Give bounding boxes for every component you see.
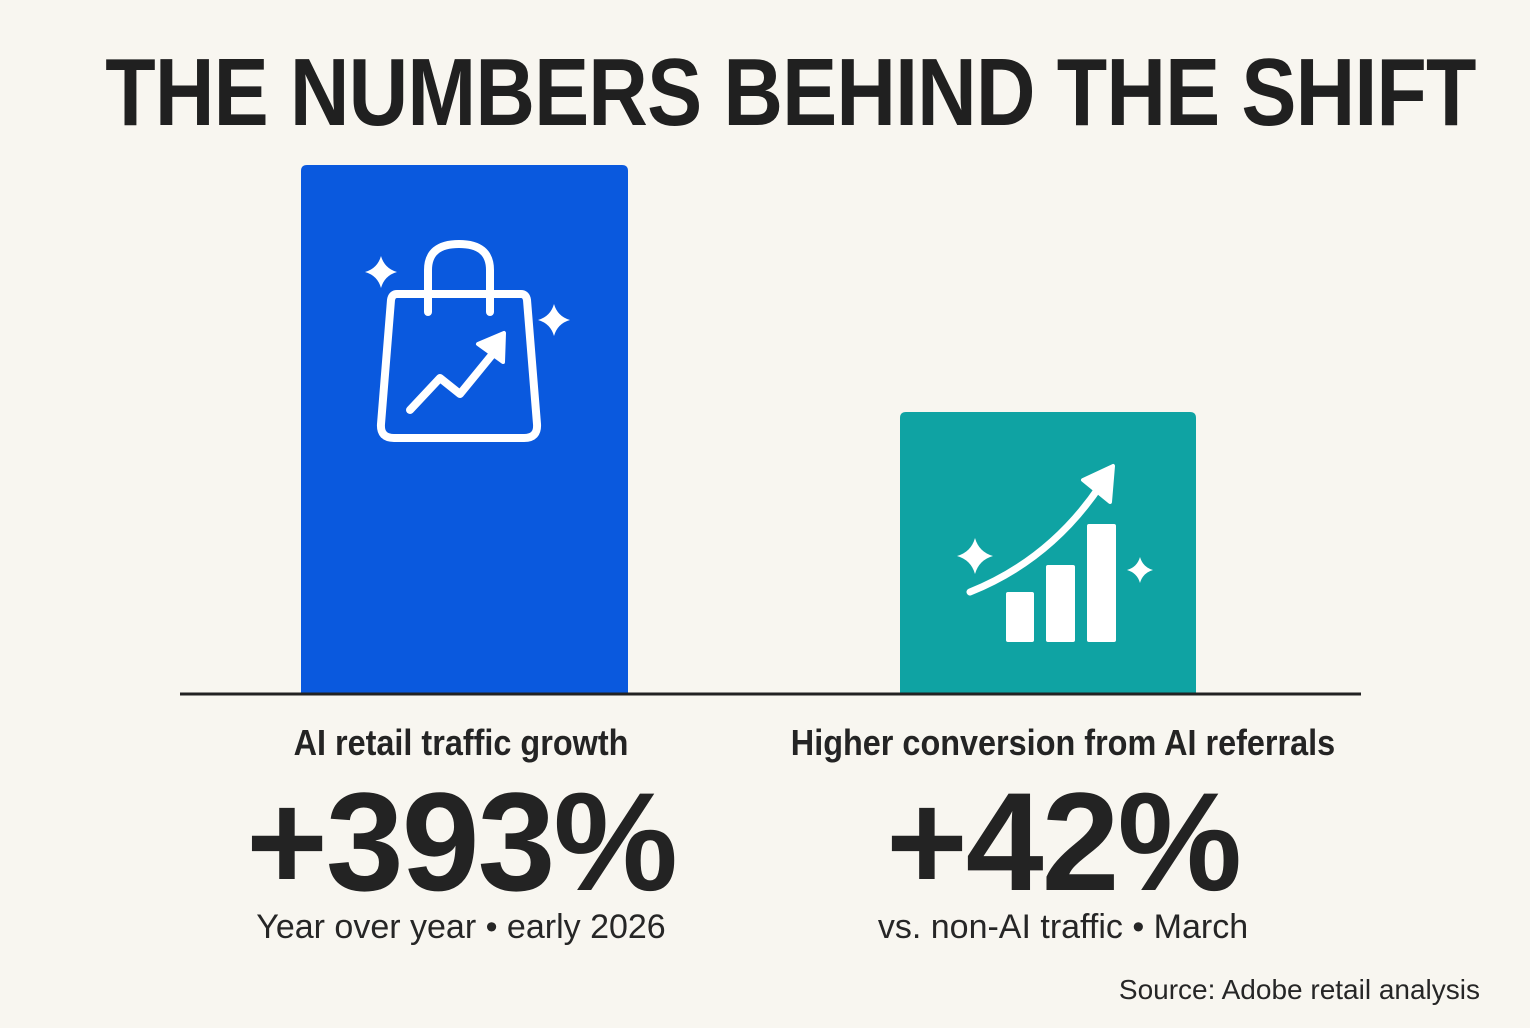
value-label-traffic-growth: +393% — [246, 763, 678, 920]
category-label-conversion: Higher conversion from AI referrals — [790, 722, 1336, 763]
value-label-conversion: +42% — [886, 763, 1242, 920]
category-label-traffic-growth: AI retail traffic growth — [293, 722, 629, 763]
bar-traffic-growth — [301, 165, 628, 693]
bar-chart-trend-icon — [957, 464, 1153, 642]
sparkle-icon — [365, 256, 397, 288]
sublabel-traffic-growth: Year over year • early 2026 — [256, 908, 666, 946]
bar-conversion — [900, 412, 1196, 693]
sparkle-icon — [538, 304, 570, 336]
sparkle-icon — [957, 538, 993, 574]
shopping-bag-trend-icon — [365, 240, 570, 442]
sparkle-icon — [1127, 557, 1153, 583]
chart-title: THE NUMBERS BEHIND THE SHIFT — [105, 39, 1476, 146]
source-note: Source: Adobe retail analysis — [1118, 974, 1480, 1005]
sublabel-conversion: vs. non-AI traffic • March — [877, 908, 1249, 946]
